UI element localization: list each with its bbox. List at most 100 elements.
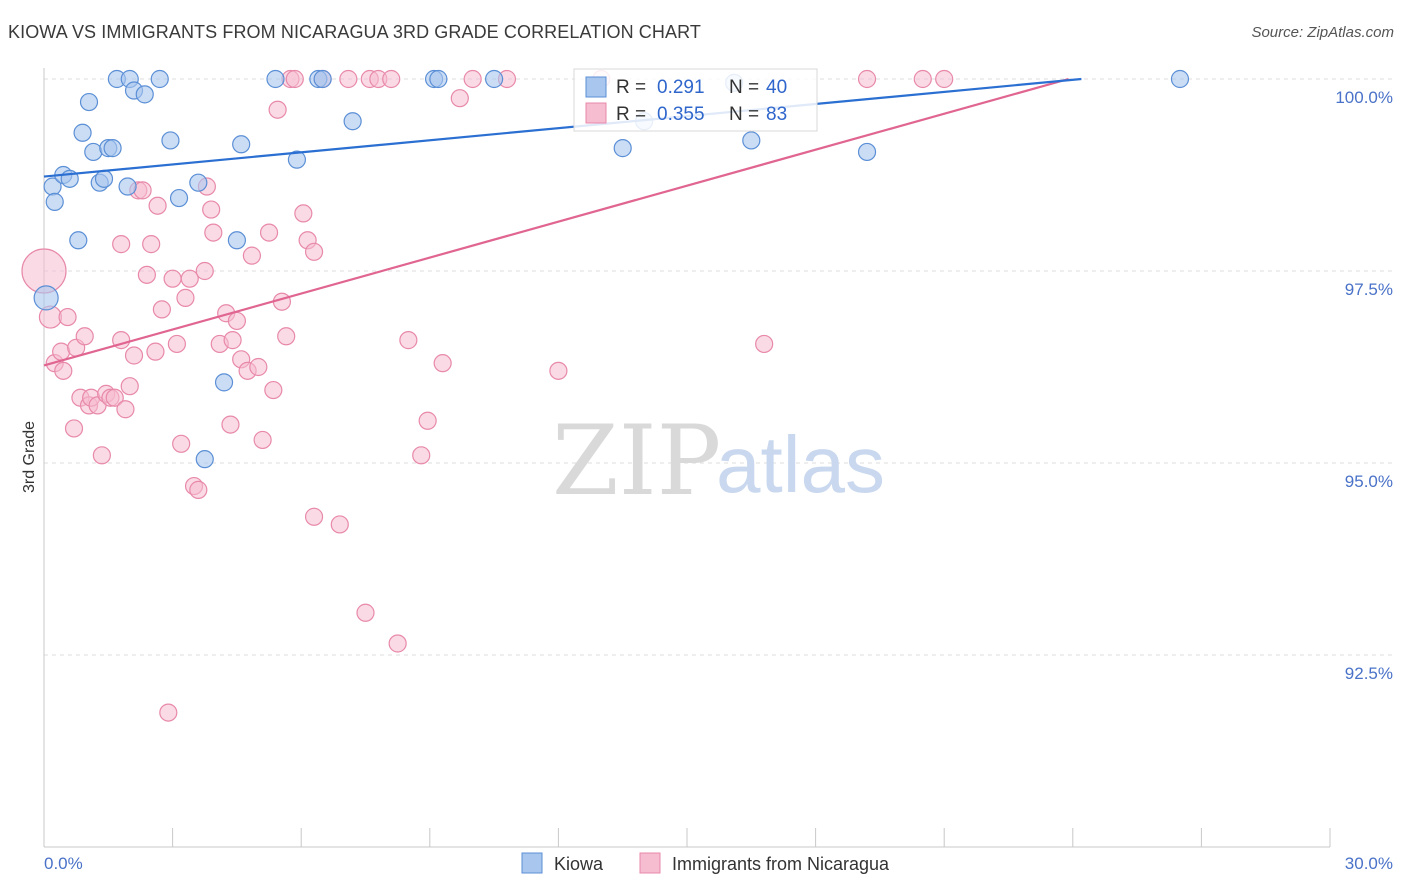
bottom-legend-nicaragua-swatch: [639, 852, 661, 874]
kiowa-point-23: [227, 231, 246, 250]
kiowa-point-29: [343, 112, 362, 131]
kiowa-point-13: [118, 177, 137, 196]
kiowa-point-21: [195, 450, 214, 469]
x-tick-label-0: 0.0%: [44, 854, 83, 873]
nicaragua-point-48: [242, 246, 262, 265]
nicaragua-point-5: [58, 307, 77, 327]
nicaragua-point-72: [418, 411, 437, 430]
series-legend: Kiowa Immigrants from Nicaragua: [521, 852, 890, 874]
stats-legend-box: [573, 68, 818, 132]
kiowa-point-17: [150, 69, 169, 89]
kiowa-point-4: [69, 231, 88, 250]
y-tick-label-1: 95.0%: [1345, 472, 1393, 491]
nicaragua-point-32: [172, 434, 191, 453]
kiowa-point-16: [135, 85, 154, 104]
nicaragua-point-27: [148, 196, 167, 215]
nicaragua-point-16: [105, 388, 124, 407]
nicaragua-point-49: [249, 357, 268, 377]
legend-kiowa-n-label: N =: [729, 77, 759, 98]
nicaragua-point-37: [195, 261, 214, 281]
nicaragua-point-39: [202, 200, 221, 219]
bottom-legend-kiowa-label: Kiowa: [554, 854, 604, 874]
nicaragua-point-13: [92, 446, 111, 465]
nicaragua-point-50: [253, 430, 272, 450]
legend-kiowa-r-label: R =: [616, 77, 646, 98]
stats-legend: R = 0.291 N = 40 R = 0.355 N = 83: [573, 68, 818, 132]
legend-nicaragua-swatch: [585, 102, 607, 124]
kiowa-point-7: [84, 142, 103, 162]
watermark-zip: ZIP: [552, 405, 721, 517]
nicaragua-point-36: [189, 480, 208, 499]
nicaragua-point-52: [264, 380, 283, 400]
nicaragua-point-18: [112, 235, 131, 254]
kiowa-point-28: [313, 69, 332, 89]
nicaragua-point-81: [913, 69, 932, 89]
nicaragua-point-82: [935, 69, 954, 89]
legend-nicaragua-r-label: R =: [616, 104, 646, 125]
nicaragua-point-28: [152, 300, 171, 319]
nicaragua-point-57: [285, 69, 304, 89]
nicaragua-point-69: [388, 634, 407, 653]
nicaragua-point-43: [221, 415, 240, 434]
nicaragua-point-64: [339, 69, 358, 89]
nicaragua-point-20: [120, 377, 139, 396]
bottom-legend-nicaragua-label: Immigrants from Nicaragua: [672, 854, 890, 874]
series-kiowa-points: [33, 69, 1190, 469]
nicaragua-point-73: [433, 354, 452, 373]
kiowa-point-19: [169, 188, 189, 208]
nicaragua-point-70: [399, 331, 418, 350]
nicaragua-point-31: [167, 334, 186, 354]
legend-nicaragua-r-value: 0.355: [657, 104, 705, 125]
chart-source: Source: ZipAtlas.com: [1251, 24, 1394, 41]
kiowa-point-20: [189, 173, 208, 192]
kiowa-point-26: [287, 150, 307, 169]
nicaragua-point-71: [412, 446, 431, 465]
nicaragua-point-75: [463, 69, 482, 89]
kiowa-point-18: [161, 131, 180, 150]
nicaragua-point-4: [54, 361, 73, 380]
series-nicaragua-points: [21, 69, 954, 722]
nicaragua-point-45: [227, 311, 246, 331]
nicaragua-point-21: [124, 346, 144, 365]
nicaragua-point-55: [277, 327, 296, 346]
kiowa-point-37: [857, 142, 877, 162]
nicaragua-point-60: [304, 242, 324, 261]
kiowa-point-5: [79, 92, 99, 112]
y-axis-label: 3rd Grade: [21, 421, 38, 493]
nicaragua-point-61: [304, 507, 324, 526]
x-tick-label-1: 30.0%: [1345, 854, 1393, 873]
nicaragua-point-30: [163, 269, 182, 288]
nicaragua-point-19: [116, 400, 135, 419]
kiowa-point-36: [742, 131, 761, 150]
nicaragua-point-9: [75, 327, 94, 346]
nicaragua-point-68: [382, 69, 401, 89]
nicaragua-point-29: [159, 703, 178, 722]
x-tick-labels: 0.0% 30.0%: [44, 854, 1393, 873]
chart-title: KIOWA VS IMMIGRANTS FROM NICARAGUA 3RD G…: [8, 22, 701, 42]
nicaragua-point-65: [356, 603, 375, 622]
nicaragua-point-53: [268, 100, 287, 119]
y-tick-label-0: 92.5%: [1345, 664, 1393, 683]
trend-lines: [43, 77, 1082, 367]
nicaragua-point-51: [259, 223, 279, 242]
kiowa-point-25: [266, 69, 285, 89]
nicaragua-point-23: [133, 181, 152, 200]
kiowa-trend-line: [43, 77, 1082, 178]
nicaragua-trend-line: [43, 77, 1069, 367]
kiowa-point-9: [94, 169, 114, 188]
legend-nicaragua-n-value: 83: [766, 104, 787, 125]
kiowa-point-38: [1170, 69, 1190, 89]
nicaragua-point-6: [64, 419, 84, 438]
nicaragua-point-80: [857, 69, 877, 89]
y-tick-label-3: 100.0%: [1335, 88, 1393, 107]
nicaragua-point-79: [755, 334, 774, 354]
kiowa-point-22: [214, 373, 234, 392]
kiowa-point-1: [45, 192, 64, 211]
kiowa-point-33: [613, 139, 632, 158]
nicaragua-point-40: [204, 223, 223, 242]
legend-nicaragua-n-label: N =: [729, 104, 759, 125]
legend-kiowa-n-value: 40: [766, 77, 787, 98]
kiowa-point-11: [103, 139, 122, 158]
axes-layer: [43, 68, 1331, 848]
bottom-legend-kiowa-swatch: [521, 852, 543, 874]
